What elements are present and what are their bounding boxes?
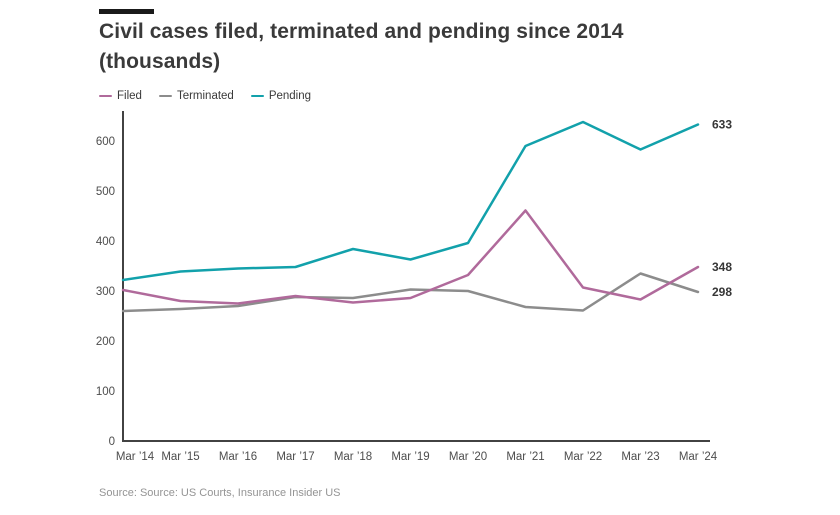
terminated-line-swatch-icon <box>158 94 172 98</box>
y-tick-label: 600 <box>96 136 115 148</box>
y-tick-label: 0 <box>109 436 115 448</box>
x-tick-label: Mar ’14 <box>116 451 155 463</box>
series-line-filed <box>121 209 700 305</box>
accent-bar <box>99 9 154 14</box>
x-tick-label: Mar ’19 <box>391 451 429 463</box>
legend-item-terminated: Terminated <box>158 90 234 102</box>
y-tick-label: 300 <box>96 286 115 298</box>
end-label-terminated: 298 <box>712 285 732 299</box>
x-tick-label: Mar ’18 <box>334 451 372 463</box>
y-tick-label: 500 <box>96 186 115 198</box>
chart-title: Civil cases filed, terminated and pendin… <box>99 20 624 73</box>
legend-label-filed: Filed <box>117 90 142 102</box>
end-label-filed: 348 <box>712 260 732 274</box>
x-tick-label: Mar ’15 <box>161 451 199 463</box>
y-tick-label: 200 <box>96 336 115 348</box>
legend-item-pending: Pending <box>250 90 312 102</box>
legend-item-filed: Filed <box>99 90 142 102</box>
y-tick-label: 400 <box>96 236 115 248</box>
legend-label-terminated: Terminated <box>176 90 234 102</box>
x-tick-label: Mar ’20 <box>449 451 487 463</box>
x-tick-label: Mar ’24 <box>679 451 718 463</box>
filed-line-swatch-icon <box>99 94 112 98</box>
legend-label-pending: Pending <box>268 90 312 102</box>
series-line-terminated <box>121 272 700 313</box>
y-tick-label: 100 <box>96 386 115 398</box>
end-label-pending: 633 <box>712 118 732 132</box>
x-tick-label: Mar ’22 <box>564 451 602 463</box>
series-line-pending <box>121 120 700 282</box>
legend: Filed Terminated Pending <box>99 90 311 102</box>
x-tick-label: Mar ’23 <box>621 451 659 463</box>
source-note: Source: Source: US Courts, Insurance Ins… <box>99 487 341 499</box>
x-tick-label: Mar ’16 <box>219 451 257 463</box>
x-tick-label: Mar ’17 <box>276 451 314 463</box>
pending-line-swatch-icon <box>250 94 264 98</box>
x-tick-label: Mar ’21 <box>506 451 544 463</box>
